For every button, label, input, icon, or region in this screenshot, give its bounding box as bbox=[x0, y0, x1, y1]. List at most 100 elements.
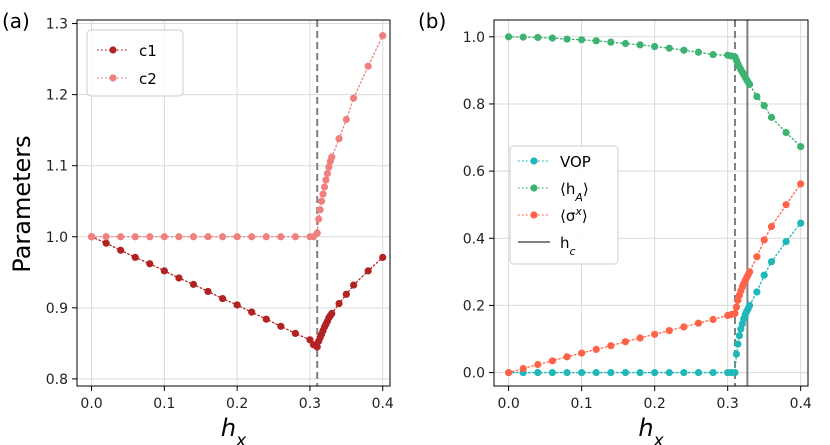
panel-b-legend-label: VOP bbox=[560, 153, 591, 171]
panel-b-plot-frame bbox=[493, 19, 809, 387]
panel-a-y-tick-label: 1.0 bbox=[46, 230, 68, 246]
panel-b-data-point bbox=[731, 309, 739, 318]
panel-a-data-point bbox=[189, 233, 198, 241]
panel-a-y-axis-label: Parameters bbox=[8, 135, 36, 272]
panel-a-data-point bbox=[117, 233, 125, 241]
panel-b-legend-label: ⟨hA⟩ bbox=[560, 180, 589, 204]
panel-b-data-point bbox=[680, 368, 688, 377]
panel-b-data-point bbox=[651, 42, 659, 51]
panel-a-data-point bbox=[313, 343, 321, 351]
panel-b-data-point bbox=[797, 219, 805, 227]
panel-b-data-point bbox=[760, 271, 768, 279]
panel-b-y-ticks: 0.0 0.2 0.4 0.6 0.8 1.0 bbox=[463, 30, 494, 382]
panel-b-y-tick-label: 0.0 bbox=[463, 366, 485, 382]
panel-b-data-point bbox=[548, 368, 557, 377]
panel-a-legend-marker bbox=[109, 46, 117, 54]
panel-a-data-point bbox=[313, 229, 321, 237]
panel-b-legend-label: ⟨σx⟩ bbox=[560, 205, 588, 226]
panel-a-y-tick-label: 1.3 bbox=[46, 17, 68, 33]
panel-b-series-1 bbox=[505, 33, 805, 151]
panel-b-data-point bbox=[621, 368, 630, 377]
panel-a-data-point bbox=[204, 287, 212, 296]
panel-a-series-1 bbox=[87, 32, 387, 241]
panel-a-data-point bbox=[277, 233, 285, 241]
panel-b-data-point bbox=[665, 44, 673, 52]
panel-a-data-point bbox=[189, 280, 198, 288]
panel-b-data-point bbox=[665, 326, 673, 335]
panel-a-data-point bbox=[131, 253, 139, 261]
panel-a-data-point bbox=[379, 253, 387, 261]
panel-a-data-point bbox=[323, 169, 331, 178]
panel-b-x-tick-label: 0.4 bbox=[790, 396, 812, 412]
panel-b-data-point bbox=[665, 368, 673, 377]
panel-a-label: (a) bbox=[2, 9, 30, 33]
panel-a-legend-box bbox=[86, 29, 184, 97]
panel-b-data-point bbox=[548, 357, 557, 365]
panel-b-data-point bbox=[782, 238, 790, 246]
panel-a-legend-marker bbox=[109, 74, 117, 82]
panel-b-x-axis-label-sub: x bbox=[653, 431, 665, 445]
panel-a-data-point bbox=[328, 153, 336, 161]
panel-a-x-tick-label: 0.2 bbox=[226, 396, 248, 412]
panel-a-data-point bbox=[342, 115, 350, 124]
panel-a-data-point bbox=[218, 233, 227, 241]
panel-b-x-tick-label: 0.3 bbox=[717, 396, 739, 412]
panel-a-x-axis-label-sub: x bbox=[235, 431, 247, 445]
panel-a-data-point bbox=[364, 267, 372, 275]
panel-b-data-point bbox=[709, 50, 717, 59]
panel-b-data-point bbox=[709, 315, 717, 324]
panel-b-data-point bbox=[621, 39, 630, 48]
panel-b-data-point bbox=[505, 368, 513, 377]
panel-b-data-point bbox=[694, 368, 703, 377]
panel-a-data-point bbox=[322, 176, 330, 184]
panel-a-x-axis-label-base: h bbox=[221, 414, 236, 442]
panel-a-data-point bbox=[87, 233, 96, 241]
panel-a-data-point bbox=[335, 135, 343, 143]
panel-b-legend-label: hc bbox=[560, 234, 576, 258]
panel-b-data-point bbox=[563, 35, 571, 43]
panel-b-data-point bbox=[592, 345, 600, 353]
panel-b-data-point bbox=[563, 353, 571, 361]
panel-b-data-point bbox=[578, 368, 586, 377]
panel-a-data-point bbox=[248, 308, 256, 316]
panel-b-data-point bbox=[734, 340, 742, 348]
panel-b-data-point bbox=[636, 334, 644, 342]
panel-a-data-point bbox=[160, 267, 168, 275]
panel-a-data-point bbox=[342, 290, 350, 298]
panel-b-data-point bbox=[563, 368, 571, 377]
panel-a-data-point bbox=[262, 315, 270, 323]
panel-b-data-point bbox=[519, 364, 527, 373]
panel-a-y-tick-label: 0.9 bbox=[46, 301, 68, 317]
panel-b-data-point bbox=[636, 41, 644, 49]
panel-a-data-point bbox=[316, 206, 324, 214]
panel-b-data-point bbox=[731, 368, 739, 377]
panel-a-data-point bbox=[117, 246, 125, 254]
panel-b-data-point bbox=[753, 92, 761, 101]
panel-a-data-point bbox=[102, 239, 110, 247]
panel-b-data-point bbox=[680, 46, 688, 54]
panel-b-data-point bbox=[578, 36, 586, 44]
panel-a-x-tick-label: 0.1 bbox=[153, 396, 175, 412]
panel-b-x-tick-label: 0.2 bbox=[644, 396, 666, 412]
panel-b-data-point bbox=[534, 368, 542, 377]
panel-b-y-tick-label: 0.4 bbox=[463, 231, 485, 247]
panel-b: (b) 0.0 0.1 0.2 0.3 0.4 0.0 0.2 0.4 0.6 0.8 1.0 h… bbox=[418, 9, 812, 445]
panel-a-data-point bbox=[204, 233, 212, 241]
panel-a-data-point bbox=[306, 336, 314, 344]
panel-a-x-tick-label: 0.3 bbox=[299, 396, 321, 412]
panel-b-data-point bbox=[651, 330, 659, 338]
panel-b-data-point bbox=[760, 102, 768, 110]
panel-a-legend: c1 c2 bbox=[86, 29, 184, 97]
panel-b-data-point bbox=[782, 128, 790, 137]
panel-a: (a) Parameters 0.0 0.1 0.2 0.3 0.4 0.8 0.9 1.0… bbox=[2, 9, 394, 445]
panel-a-data-point bbox=[379, 32, 387, 40]
panel-b-data-point bbox=[732, 303, 741, 311]
panel-b-data-point bbox=[534, 33, 542, 42]
panel-a-data-point bbox=[325, 163, 333, 171]
panel-b-x-tick-label: 0.0 bbox=[497, 396, 519, 412]
panel-b-legend-marker bbox=[530, 211, 538, 219]
panel-a-data-point bbox=[218, 294, 227, 303]
panel-b-data-point bbox=[680, 323, 688, 331]
panel-b-label: (b) bbox=[418, 9, 446, 33]
